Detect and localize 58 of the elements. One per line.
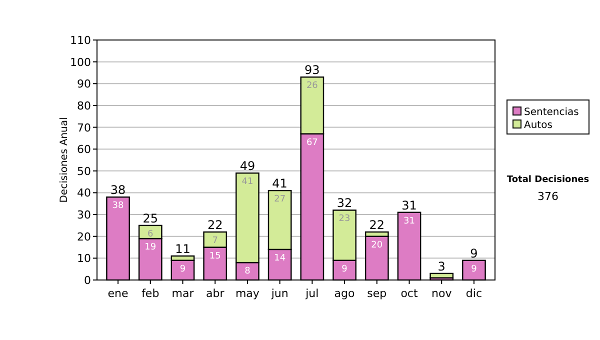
data-label: 14	[274, 253, 286, 264]
total-label: 9	[470, 246, 478, 260]
data-label: 31	[404, 216, 415, 226]
data-label: 19	[144, 242, 156, 253]
x-tick-label: feb	[142, 287, 160, 300]
data-label: 20	[371, 240, 383, 250]
x-tick-label: ago	[334, 287, 356, 300]
legend-label: Autos	[524, 120, 552, 131]
text: 376	[538, 190, 558, 203]
y-tick-label: 40	[77, 186, 91, 200]
total-label: 11	[175, 242, 190, 256]
x-tick-label: nov	[432, 287, 452, 300]
x-tick-label: mar	[172, 287, 194, 300]
data-label: 38	[112, 201, 124, 212]
y-tick-label: 110	[70, 34, 91, 47]
x-tick-label: jul	[304, 287, 319, 300]
total-label: 93	[304, 63, 320, 78]
data-label: 41	[242, 177, 254, 188]
total-label: 3	[438, 259, 446, 274]
y-tick-label: 0	[84, 274, 91, 287]
total-label: 32	[336, 196, 352, 210]
y-tick-label: 50	[77, 164, 91, 178]
data-label: 9	[342, 264, 348, 274]
text: Total Decisiones	[506, 175, 590, 185]
total-label: 49	[240, 159, 256, 174]
x-tick-label: dic	[466, 287, 482, 300]
data-label: 67	[306, 138, 318, 148]
x-tick-label: sep	[367, 287, 387, 300]
data-label: 15	[209, 251, 221, 262]
data-label: 7	[212, 236, 218, 246]
total-label: 25	[142, 211, 158, 226]
y-tick-label: 60	[77, 143, 91, 156]
x-tick-label: may	[235, 287, 260, 300]
y-tick-label: 100	[70, 56, 91, 69]
y-tick-label: 90	[77, 78, 91, 91]
data-label: 23	[338, 214, 350, 224]
data-label: 9	[471, 264, 478, 274]
data-label: 8	[244, 266, 251, 277]
y-tick-label: 80	[77, 99, 91, 112]
data-label: 9	[180, 264, 186, 274]
y-tick-label: 10	[77, 252, 91, 266]
data-label: 27	[274, 194, 286, 205]
x-tick-label: oct	[400, 287, 418, 300]
legend-label: Sentencias	[524, 107, 579, 118]
total-label: 22	[207, 218, 223, 232]
total-label: 22	[369, 218, 385, 232]
y-axis-title: Decisiones Anual	[59, 117, 70, 203]
y-tick-label: 30	[77, 208, 91, 222]
total-label: 38	[110, 183, 126, 198]
data-label: 26	[306, 81, 318, 92]
total-label: 31	[402, 198, 417, 212]
x-tick-label: jun	[270, 287, 288, 300]
x-tick-label: ene	[108, 287, 129, 300]
y-tick-label: 20	[77, 230, 91, 244]
y-tick-label: 70	[77, 121, 91, 134]
data-label: 6	[148, 229, 154, 240]
x-tick-label: abr	[206, 287, 225, 300]
total-label: 41	[272, 176, 288, 191]
